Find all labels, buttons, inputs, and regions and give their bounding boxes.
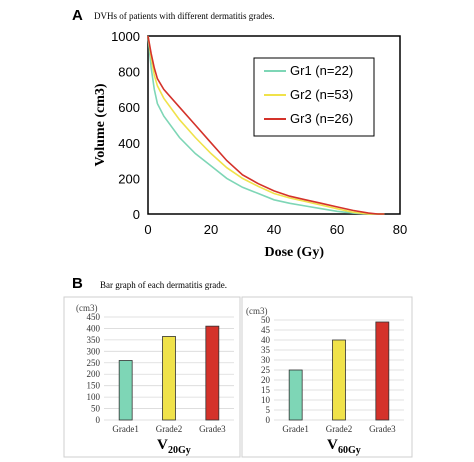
dvh-y-ticks: 0 200 400 600 800 1000 [111,29,140,222]
bar-y-tick-label: 0 [96,415,101,425]
bar-y-tick-label: 40 [261,335,271,345]
legend-label-gr3: Gr3 (n=26) [290,111,353,126]
dvh-series-line-gr1 [147,35,385,215]
bar-y-tick-label: 10 [261,395,271,405]
bar-y-tick-label: 100 [87,392,101,402]
bar-y-tick-label: 450 [87,312,101,322]
bar-grade2 [332,339,346,421]
bar-grade1 [118,360,133,421]
panel-a-letter: A [72,7,83,24]
bar-y-tick-label: 5 [266,405,271,415]
dvh-series-line-gr3 [147,35,385,215]
dvh-legend: Gr1 (n=22) Gr2 (n=53) Gr3 (n=26) [253,57,375,137]
bar-y-tick-label: 400 [87,323,101,333]
bar-y-tick-label: 15 [261,385,271,395]
dvh-line-chart: 0 200 400 600 800 1000 0 20 40 60 80 Dose (Gy) Vo… [93,29,407,260]
bar-metric-label: V [327,437,338,453]
bar-y-tick-label: 150 [87,381,101,391]
bar-y-tick-label: 30 [261,355,271,365]
bar-grade1 [288,369,303,421]
dvh-y-tick-label: 0 [133,207,140,222]
bar-x-tick-label: Grade2 [156,424,183,434]
dvh-x-tick-label: 40 [267,222,281,237]
bar-grade2 [162,336,176,421]
panel-b-caption: Bar graph of each dermatitis grade. [100,280,227,290]
bar-y-tick-label: 25 [261,365,271,375]
dvh-x-tick-label: 80 [393,222,407,237]
bar-x-tick-label: Grade1 [282,424,309,434]
bar-y-tick-label: 35 [261,345,271,355]
bar-grade3 [205,325,220,421]
dvh-x-axis-title: Dose (Gy) [265,245,325,260]
bar-y-tick-label: 45 [261,325,271,335]
panel-b-letter: B [72,275,83,292]
bar-y-tick-label: 200 [87,369,101,379]
panel-a-caption: DVHs of patients with different dermatit… [94,11,275,21]
bar-grade3 [375,321,390,421]
dvh-y-tick-label: 200 [118,171,140,186]
bar-y-tick-label: 350 [87,335,101,345]
bar-unit-label: (cm3) [76,303,98,313]
bar-x-tick-label: Grade3 [369,424,396,434]
bar-x-tick-label: Grade2 [326,424,353,434]
dvh-y-tick-label: 1000 [111,29,140,44]
bar-metric-subscript: 20Gy [168,445,191,456]
dvh-series-line-gr2 [147,35,385,215]
bar-y-tick-label: 50 [261,315,271,325]
legend-label-gr2: Gr2 (n=53) [290,87,353,102]
dvh-y-tick-label: 400 [118,136,140,151]
bar-x-tick-label: Grade3 [199,424,226,434]
bar-y-tick-label: 0 [266,415,271,425]
dvh-y-tick-label: 600 [118,100,140,115]
dvh-plot-frame [147,35,401,215]
dvh-x-tick-label: 20 [204,222,218,237]
dvh-y-tick-label: 800 [118,65,140,80]
bar-x-tick-label: Grade1 [112,424,139,434]
bar-y-tick-label: 50 [91,404,101,414]
bar-metric-label: V [157,437,168,453]
dvh-x-tick-label: 60 [330,222,344,237]
dvh-y-axis-title: Volume (cm3) [93,83,108,166]
bar-y-tick-label: 250 [87,358,101,368]
bar-y-tick-label: 300 [87,346,101,356]
bar-y-tick-label: 20 [261,375,271,385]
legend-label-gr1: Gr1 (n=22) [290,63,353,78]
dvh-series-lines [147,35,385,215]
bar-metric-subscript: 60Gy [338,445,361,456]
dvh-x-ticks: 0 20 40 60 80 [144,222,407,237]
dvh-x-tick-label: 0 [144,222,151,237]
bar-unit-label: (cm3) [246,306,268,316]
